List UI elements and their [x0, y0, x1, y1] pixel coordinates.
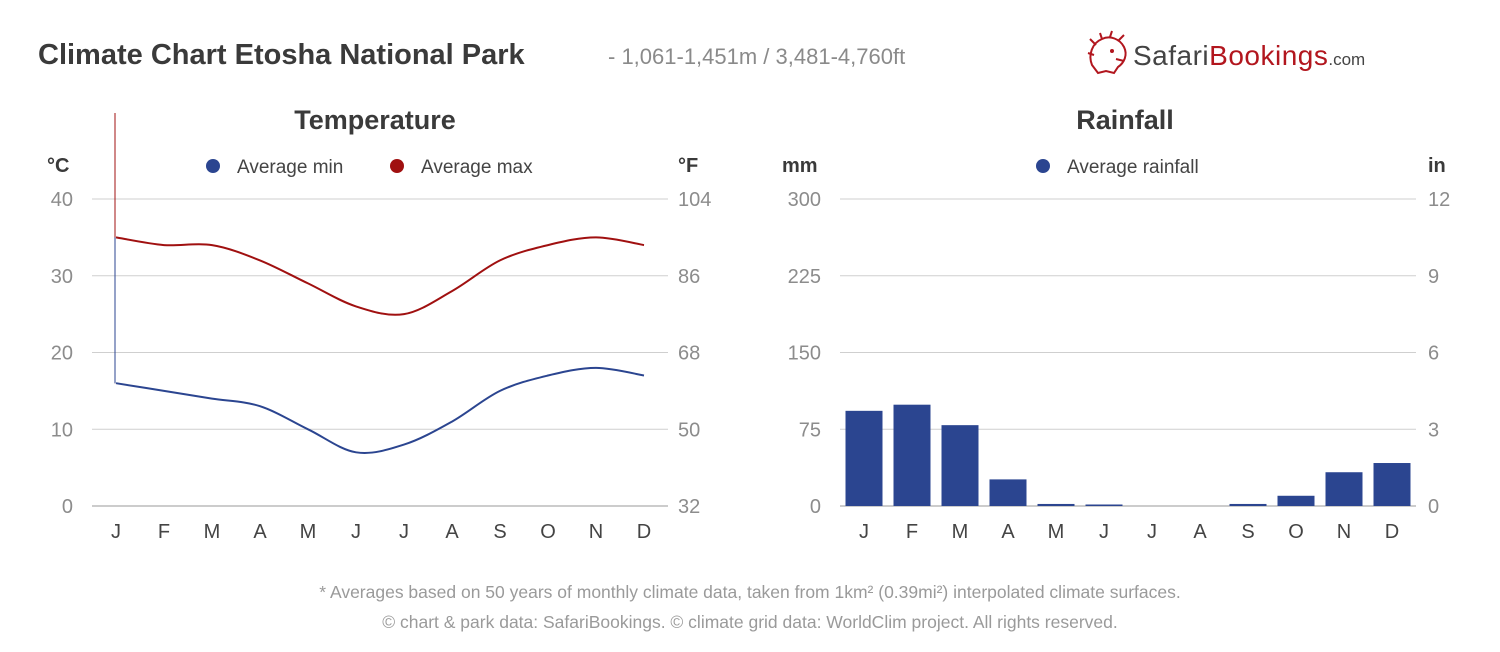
- rainfall-xtick: S: [1241, 521, 1254, 543]
- temperature-legend: Average min Average max: [206, 157, 533, 178]
- rainfall-bar: [1085, 504, 1123, 506]
- temperature-xtick: J: [399, 521, 409, 543]
- legend-label-rainfall: Average rainfall: [1067, 157, 1199, 178]
- temperature-ytick-left: 0: [62, 496, 73, 518]
- rainfall-ytick-right: 12: [1428, 189, 1450, 211]
- temperature-ytick-left: 20: [51, 343, 73, 365]
- temperature-ytick-left: 30: [51, 266, 73, 288]
- average-min-line: [115, 366, 645, 454]
- temperature-ytick-right: 104: [678, 189, 711, 211]
- rainfall-bar: [1325, 472, 1363, 506]
- rainfall-legend: Average rainfall: [1036, 157, 1199, 178]
- temperature-ytick-left: 40: [51, 189, 73, 211]
- logo: SafariBookings.com: [1087, 30, 1365, 75]
- rainfall-xtick: M: [1048, 521, 1065, 543]
- temperature-ytick-right: 50: [678, 419, 700, 441]
- legend-marker-rainfall: [1036, 159, 1050, 173]
- rainfall-ytick-right: 9: [1428, 266, 1439, 288]
- page-title: Climate Chart Etosha National Park: [38, 39, 526, 71]
- footnote-line-2: © chart & park data: SafariBookings. © c…: [382, 612, 1118, 632]
- rainfall-ytick-left: 75: [799, 419, 821, 441]
- rainfall-title: Rainfall: [1076, 105, 1174, 135]
- rainfall-bar: [989, 479, 1027, 506]
- rainfall-xtick: J: [1099, 521, 1109, 543]
- temperature-unit-right: °F: [678, 155, 698, 177]
- rainfall-ytick-right: 3: [1428, 419, 1439, 441]
- temperature-ytick-right: 86: [678, 266, 700, 288]
- rainfall-chart: Rainfall mm in Average rainfall 0 0 75 3 150…: [782, 105, 1450, 543]
- rainfall-unit-right: in: [1428, 155, 1446, 177]
- rainfall-bar: [1373, 463, 1411, 506]
- legend-marker-min: [206, 159, 220, 173]
- temperature-xtick: M: [204, 521, 221, 543]
- logo-wordmark: SafariBookings.com: [1133, 40, 1365, 71]
- rainfall-bar: [1229, 503, 1267, 506]
- rainfall-ytick-right: 0: [1428, 496, 1439, 518]
- rainfall-xtick: A: [1001, 521, 1015, 543]
- page-subtitle: - 1,061-1,451m / 3,481-4,760ft: [608, 44, 905, 69]
- temperature-xtick: J: [111, 521, 121, 543]
- legend-label-min: Average min: [237, 157, 343, 178]
- rainfall-xtick: J: [859, 521, 869, 543]
- logo-bookings: Bookings: [1209, 40, 1328, 71]
- rainfall-ytick-left: 150: [788, 343, 821, 365]
- temperature-plot-area: 0 32 10 50 20 68 30 86 40 104 J F M A M J J A S O N D: [51, 113, 711, 543]
- rainfall-xtick: A: [1193, 521, 1207, 543]
- temperature-chart: Temperature °C °F Average min Average ma…: [47, 105, 711, 543]
- temperature-ytick-right: 32: [678, 496, 700, 518]
- rainfall-xtick: M: [952, 521, 969, 543]
- rainfall-ytick-left: 225: [788, 266, 821, 288]
- temperature-xtick: D: [637, 521, 651, 543]
- rainfall-xtick: J: [1147, 521, 1157, 543]
- rainfall-bar: [893, 404, 931, 506]
- temperature-xtick: O: [540, 521, 556, 543]
- logo-com: .com: [1328, 50, 1365, 69]
- temperature-title: Temperature: [294, 105, 456, 135]
- rainfall-plot-area: 0 0 75 3 150 6 225 9 300 12 J F M A M J J A S O N D: [788, 189, 1451, 543]
- lion-head-icon: [1087, 30, 1127, 75]
- rainfall-bar: [845, 410, 883, 506]
- footnote-line-1: * Averages based on 50 years of monthly …: [319, 582, 1180, 602]
- temperature-ytick-right: 68: [678, 343, 700, 365]
- legend-marker-max: [390, 159, 404, 173]
- temperature-xtick: A: [445, 521, 459, 543]
- temperature-ytick-left: 10: [51, 419, 73, 441]
- temperature-xtick: N: [589, 521, 603, 543]
- rainfall-unit-left: mm: [782, 155, 818, 177]
- legend-label-max: Average max: [421, 157, 533, 178]
- rainfall-ytick-left: 300: [788, 189, 821, 211]
- rainfall-bar: [1037, 503, 1075, 506]
- rainfall-xtick: F: [906, 521, 918, 543]
- temperature-unit-left: °C: [47, 155, 69, 177]
- rainfall-ytick-right: 6: [1428, 343, 1439, 365]
- temperature-xtick: A: [253, 521, 267, 543]
- rainfall-bar: [941, 425, 979, 506]
- average-max-line: [115, 236, 645, 316]
- rainfall-xtick: D: [1385, 521, 1399, 543]
- rainfall-xtick: N: [1337, 521, 1351, 543]
- temperature-xtick: S: [493, 521, 506, 543]
- rainfall-xtick: O: [1288, 521, 1304, 543]
- rainfall-bar: [1277, 495, 1315, 506]
- rainfall-ytick-left: 0: [810, 496, 821, 518]
- logo-safari: Safari: [1133, 40, 1209, 71]
- temperature-xtick: J: [351, 521, 361, 543]
- temperature-xtick: F: [158, 521, 170, 543]
- temperature-xtick: M: [300, 521, 317, 543]
